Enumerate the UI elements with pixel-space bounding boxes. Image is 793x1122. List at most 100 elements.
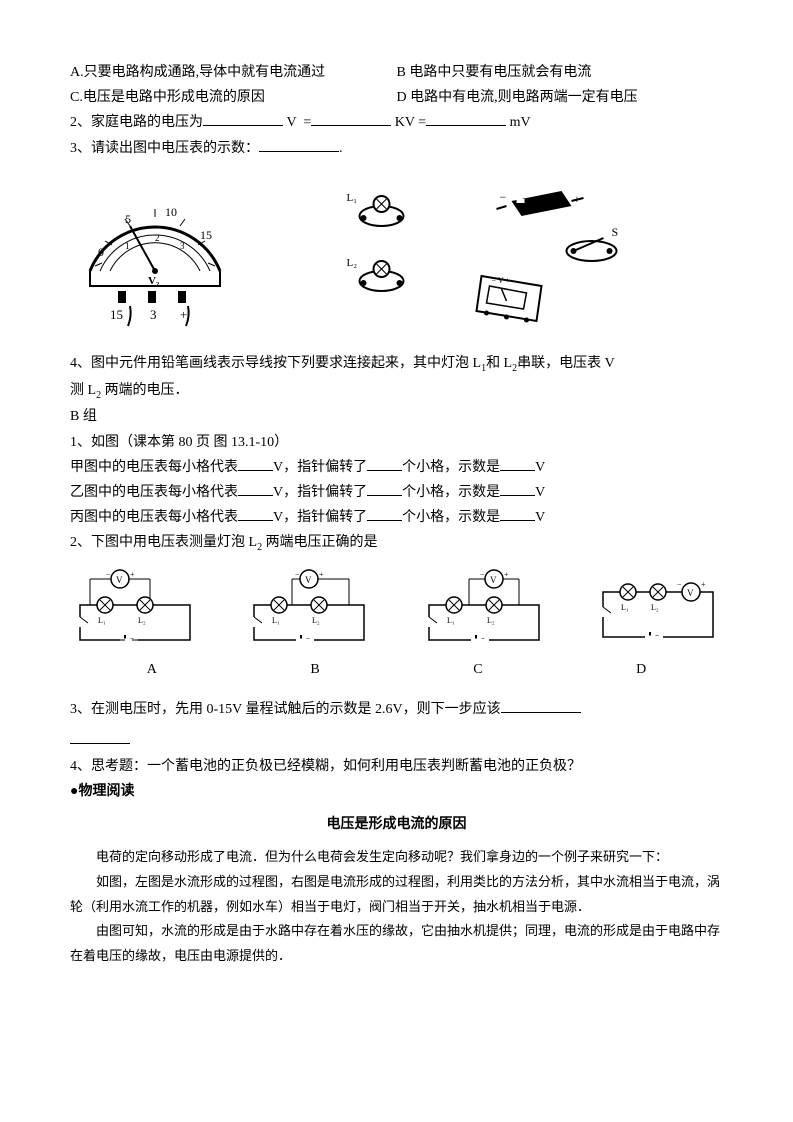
blank bbox=[500, 456, 535, 471]
reading-body: 电荷的定向移动形成了电流．但为什么电荷会发生定向移动呢？我们拿身边的一个例子来研… bbox=[70, 845, 723, 968]
blank bbox=[500, 481, 535, 496]
label-B: B bbox=[310, 657, 319, 682]
label-D: D bbox=[636, 657, 646, 682]
t: 乙图中的电压表每小格代表 bbox=[70, 485, 238, 500]
t: 两端电压正确的是 bbox=[262, 535, 378, 550]
blank bbox=[367, 506, 402, 521]
t: 甲图中的电压表每小格代表 bbox=[70, 460, 238, 475]
svg-text:L₂: L₂ bbox=[487, 616, 495, 625]
reading-header: ●物理阅读 bbox=[70, 779, 723, 804]
blank bbox=[311, 111, 391, 126]
q3-line: 3、请读出图中电压表的示数：. bbox=[70, 136, 723, 161]
svg-text:V: V bbox=[687, 588, 694, 598]
svg-text:L₁: L₁ bbox=[447, 616, 455, 625]
q4b-line: 4、思考题：一个蓄电池的正负极已经模糊，如何利用电压表判断蓄电池的正负极？ bbox=[70, 754, 723, 779]
blank bbox=[259, 137, 339, 152]
blank bbox=[501, 698, 581, 713]
blank bbox=[426, 111, 506, 126]
t: 个小格，示数是 bbox=[402, 485, 500, 500]
q3-text: 3、请读出图中电压表的示数： bbox=[70, 141, 259, 156]
svg-text:−: − bbox=[480, 570, 485, 579]
groupB-q2: 2、下图中用电压表测量灯泡 L2 两端电压正确的是 bbox=[70, 530, 723, 557]
blank bbox=[238, 456, 273, 471]
svg-text:L₂: L₂ bbox=[312, 616, 320, 625]
q4-text3: 串联，电压表 V bbox=[517, 356, 615, 371]
groupB-row2: 乙图中的电压表每小格代表 V，指针偏转了 个小格，示数是 V bbox=[70, 480, 723, 505]
circuit-B: V −+ L₁ L₂ bbox=[244, 567, 374, 652]
t: V，指针偏转了 bbox=[273, 485, 367, 500]
svg-text:−: − bbox=[106, 570, 111, 579]
svg-text:0: 0 bbox=[98, 245, 104, 259]
svg-text:3: 3 bbox=[180, 241, 185, 251]
svg-text:L₂: L₂ bbox=[138, 616, 146, 625]
t: 丙图中的电压表每小格代表 bbox=[70, 510, 238, 525]
svg-text:−: − bbox=[677, 580, 682, 589]
label-C: C bbox=[473, 657, 482, 682]
svg-text:L₁: L₁ bbox=[98, 616, 106, 625]
q4-text5: 两端的电压． bbox=[101, 383, 189, 398]
q3b-text: 3、在测电压时，先用 0-15V 量程试触后的示数是 2.6V，则下一步应该 bbox=[70, 702, 501, 717]
reading-title: 电压是形成电流的原因 bbox=[70, 812, 723, 837]
circuit-A: V − + L₁ L₂ bbox=[70, 567, 200, 652]
q2-line: 2、家庭电路的电压为 V = KV = mV bbox=[70, 110, 723, 135]
groupB-row1: 甲图中的电压表每小格代表V，指针偏转了个小格，示数是V bbox=[70, 455, 723, 480]
groupB-row3: 丙图中的电压表每小格代表 V，指针偏转了 个小格，示数是 V bbox=[70, 505, 723, 530]
groupB-title: B 组 bbox=[70, 404, 723, 429]
q2-prefix: 2、家庭电路的电压为 bbox=[70, 115, 203, 130]
svg-text:+: + bbox=[180, 307, 187, 322]
svg-text:5: 5 bbox=[125, 212, 131, 226]
svg-text:V: V bbox=[490, 575, 497, 585]
q4-line2: 测 L2 两端的电压． bbox=[70, 378, 723, 405]
q3b-line: 3、在测电压时，先用 0-15V 量程试触后的示数是 2.6V，则下一步应该 bbox=[70, 697, 723, 722]
q2-unit2: KV = bbox=[395, 115, 426, 130]
groupB-q1-intro: 1、如图（课本第 80 页 图 13.1-10） bbox=[70, 430, 723, 455]
svg-text:1: 1 bbox=[125, 241, 130, 251]
circuit-C: V − + L₁ L₂ bbox=[419, 567, 549, 652]
t: V bbox=[535, 485, 545, 500]
svg-text:−: − bbox=[500, 190, 507, 204]
q1-options-row1: A.只要电路构成通路,导体中就有电流通过 B 电路中只要有电压就会有电流 bbox=[70, 60, 723, 85]
svg-text:10: 10 bbox=[165, 205, 177, 219]
svg-text:+: + bbox=[701, 580, 706, 589]
svg-text:15: 15 bbox=[110, 307, 123, 322]
q1-optA: A.只要电路构成通路,导体中就有电流通过 bbox=[70, 60, 397, 85]
label-A: A bbox=[147, 657, 157, 682]
blank bbox=[238, 481, 273, 496]
svg-text:3: 3 bbox=[150, 307, 157, 322]
svg-text:−: − bbox=[295, 570, 300, 579]
blank bbox=[203, 111, 283, 126]
svg-text:15: 15 bbox=[200, 228, 212, 242]
q1-optD: D 电路中有电流,则电路两端一定有电压 bbox=[397, 85, 724, 110]
q2-unit3: mV bbox=[510, 115, 531, 130]
diagram-row: 0 5 10 15 1 2 3 V₂ 15 3 + − + L₁ bbox=[70, 171, 723, 331]
t: V bbox=[535, 460, 545, 475]
reading-p2: 如图，左图是水流形成的过程图，右图是电流形成的过程图，利用类比的方法分析，其中水… bbox=[70, 870, 723, 919]
t: V bbox=[535, 510, 545, 525]
svg-text:L₁: L₁ bbox=[621, 603, 629, 612]
q4-text4: 测 L bbox=[70, 383, 96, 398]
t: V，指针偏转了 bbox=[273, 460, 367, 475]
circuit-options-row: V − + L₁ L₂ V − + L₁ L₂ bbox=[70, 567, 723, 652]
svg-text:L₁: L₁ bbox=[347, 192, 358, 204]
svg-text:V₂: V₂ bbox=[148, 275, 160, 287]
q4-text2: 和 L bbox=[486, 356, 512, 371]
t: 2、下图中用电压表测量灯泡 L bbox=[70, 535, 257, 550]
svg-text:L₂: L₂ bbox=[347, 257, 358, 269]
svg-text:+: + bbox=[130, 570, 135, 579]
svg-text:V: V bbox=[116, 575, 123, 585]
svg-text:+: + bbox=[319, 570, 324, 579]
reading-p3: 由图可知，水流的形成是由于水路中存在着水压的缘故，它由抽水机提供；同理，电流的形… bbox=[70, 919, 723, 968]
blank bbox=[238, 506, 273, 521]
blank bbox=[367, 456, 402, 471]
t: 个小格，示数是 bbox=[402, 510, 500, 525]
q1-options-row2: C.电压是电路中形成电流的原因 D 电路中有电流,则电路两端一定有电压 bbox=[70, 85, 723, 110]
blank bbox=[500, 506, 535, 521]
q3b-blank-line bbox=[70, 728, 723, 753]
svg-text:+: + bbox=[504, 570, 509, 579]
q4-text: 4、图中元件用铅笔画线表示导线按下列要求连接起来，其中灯泡 L bbox=[70, 356, 481, 371]
q3-period: . bbox=[339, 141, 343, 156]
q2-eq1: = bbox=[303, 115, 311, 130]
q1-optB: B 电路中只要有电压就会有电流 bbox=[397, 60, 724, 85]
t: V，指针偏转了 bbox=[273, 510, 367, 525]
blank bbox=[367, 481, 402, 496]
